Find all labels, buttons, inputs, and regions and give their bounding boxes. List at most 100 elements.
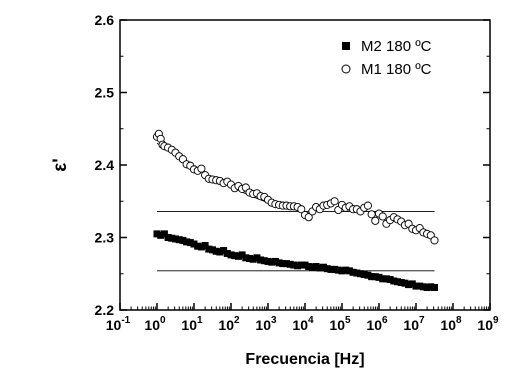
x-tick-label: 101 — [181, 315, 203, 333]
legend-label-m1: M1 180 ºC — [361, 61, 432, 78]
data-point — [353, 269, 361, 277]
data-point — [331, 265, 339, 273]
data-point — [363, 201, 372, 210]
data-point — [175, 236, 183, 244]
data-point — [223, 249, 231, 257]
data-point — [264, 257, 272, 265]
data-point — [183, 238, 191, 246]
data-point — [327, 265, 335, 273]
y-tick-label: 2.5 — [95, 85, 115, 101]
legend: M2 180 ºC M1 180 ºC — [341, 38, 432, 78]
data-point — [157, 231, 165, 239]
y-axis: 2.2 2.3 2.4 2.5 2.6 — [95, 12, 490, 318]
data-point — [416, 282, 424, 290]
x-axis-title: Frecuencia [Hz] — [245, 351, 364, 368]
data-point — [279, 260, 287, 268]
data-point — [197, 243, 205, 251]
data-point — [316, 264, 324, 272]
data-point — [408, 280, 416, 288]
data-point — [194, 242, 202, 250]
y-tick-label: 2.4 — [95, 157, 115, 173]
data-point — [294, 262, 302, 270]
data-point — [153, 230, 161, 238]
plot-area — [119, 19, 491, 311]
data-point — [190, 240, 198, 248]
data-point — [423, 284, 431, 292]
legend-marker-m2 — [342, 42, 350, 50]
data-point — [201, 241, 209, 249]
data-point — [301, 261, 309, 269]
data-point — [386, 276, 394, 284]
data-point — [205, 245, 213, 253]
data-point — [246, 255, 253, 263]
data-point — [275, 259, 283, 267]
series-m1 — [152, 129, 439, 245]
data-point — [397, 278, 405, 286]
data-point — [212, 247, 220, 255]
data-point — [338, 267, 346, 275]
data-point — [271, 257, 279, 265]
legend-marker-m1 — [341, 64, 351, 74]
data-point — [371, 216, 380, 225]
data-point — [305, 263, 313, 270]
x-axis: 10-1 100 101 102 103 104 105 106 107 108 109 — [106, 303, 499, 333]
data-point — [405, 281, 413, 289]
data-point — [216, 248, 224, 256]
data-point — [220, 247, 228, 255]
data-point — [320, 263, 327, 271]
x-tick-label: 103 — [255, 315, 277, 333]
data-point — [312, 263, 320, 270]
data-point — [186, 239, 194, 247]
data-point — [412, 282, 420, 290]
data-point — [390, 277, 398, 285]
x-tick-label: 109 — [477, 315, 499, 333]
data-point — [427, 283, 435, 291]
y-tick-label: 2.2 — [95, 302, 115, 318]
data-point — [419, 283, 427, 291]
data-point — [378, 212, 387, 221]
data-point — [401, 279, 409, 287]
data-point — [253, 254, 261, 262]
data-point — [367, 210, 376, 219]
x-tick-label: 104 — [292, 315, 314, 333]
data-point — [286, 260, 294, 268]
data-point — [364, 271, 372, 279]
data-point — [323, 265, 331, 273]
data-point — [394, 278, 401, 286]
data-point — [168, 234, 176, 242]
y-tick-label: 2.6 — [95, 12, 115, 28]
data-point — [257, 256, 265, 264]
data-point — [160, 230, 168, 238]
data-point — [375, 273, 383, 281]
data-point — [431, 284, 438, 292]
x-tick-label: 100 — [144, 315, 166, 333]
data-point — [290, 261, 298, 269]
series-m2 — [153, 230, 438, 292]
data-point — [242, 254, 250, 262]
x-tick-label: 108 — [440, 315, 462, 333]
data-point — [342, 266, 350, 274]
y-tick-label: 2.3 — [95, 230, 115, 246]
data-point — [172, 235, 179, 243]
y-axis-title: ε' — [50, 158, 71, 172]
data-point — [382, 275, 390, 283]
data-point — [330, 197, 339, 206]
series-layer — [152, 129, 439, 292]
data-point — [345, 267, 353, 275]
x-tick-label: 102 — [218, 315, 240, 333]
x-tick-label: 106 — [366, 315, 388, 333]
reference-lines — [157, 210, 435, 272]
x-tick-label: 10-1 — [106, 315, 131, 333]
data-point — [308, 263, 316, 271]
data-point — [283, 260, 290, 268]
data-point — [379, 275, 387, 283]
data-point — [231, 252, 239, 260]
data-point — [209, 246, 216, 254]
data-point — [297, 205, 306, 214]
data-point — [268, 258, 276, 266]
x-tick-label: 107 — [403, 315, 425, 333]
data-point — [357, 270, 364, 278]
data-point — [179, 236, 187, 244]
data-point — [297, 261, 305, 269]
